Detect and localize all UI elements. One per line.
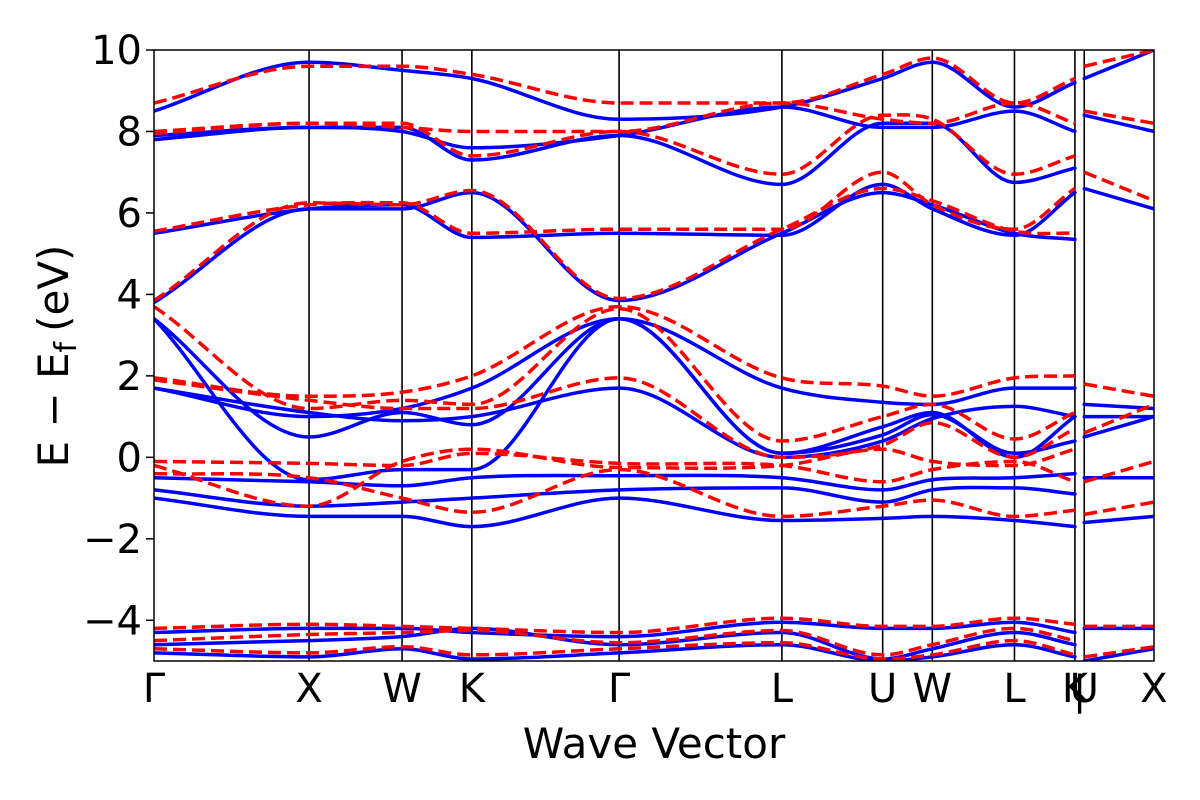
dashed-band-line [1083, 459, 1154, 484]
x-tick-label: L [1003, 666, 1026, 712]
dashed-band-line [1083, 645, 1154, 659]
x-tick-label: K [459, 666, 487, 712]
y-tick-label: −4 [83, 598, 142, 644]
y-axis-ticks: −4 −2 0 2 4 6 8 10 [83, 28, 154, 644]
dashed-band-line [1083, 500, 1154, 517]
solid-band-line [154, 60, 1077, 121]
solid-band-line [1082, 113, 1154, 134]
y-axis-label: E − Ef (eV) [29, 245, 84, 468]
solid-band-line [154, 182, 1077, 240]
path-break-marker: | [1073, 668, 1086, 714]
x-tick-label: X [295, 666, 322, 712]
y-tick-label: 0 [117, 435, 142, 481]
x-tick-label: L [771, 666, 794, 712]
solid-band-line [1082, 50, 1154, 81]
dashed-band-line [154, 304, 1075, 398]
solid-band-line [1082, 186, 1154, 211]
y-tick-label: 2 [117, 354, 142, 400]
x-axis-label: Wave Vector [523, 719, 786, 768]
dashed-band-line [154, 113, 1076, 176]
dashed-band-line [154, 305, 1076, 443]
y-tick-label: 10 [91, 28, 142, 74]
x-tick-label: K [1062, 666, 1090, 712]
solid-band-line [154, 485, 1077, 508]
solid-band-line [1082, 647, 1154, 661]
dashed-band-line [154, 447, 1076, 508]
dashed-band-line [1083, 382, 1154, 398]
y-tick-label: 4 [117, 272, 142, 318]
solid-band-line [154, 620, 1077, 639]
x-tick-label: Γ [143, 666, 166, 712]
dashed-band-line [154, 616, 1076, 635]
x-tick-label: U [868, 666, 897, 712]
x-tick-label: Γ [608, 666, 631, 712]
dashed-band-line [154, 376, 1076, 460]
y-tick-label: 8 [117, 109, 142, 155]
dashed-band-line [154, 101, 1076, 134]
x-tick-label: U [1070, 666, 1099, 712]
x-tick-label: W [913, 666, 953, 712]
y-axis-label-unit: (eV) [29, 245, 78, 332]
y-axis-label-subscript: f [49, 340, 84, 352]
x-axis-ticks: Γ X W K Γ L U W L KU X [143, 666, 1168, 712]
solid-band-line [1082, 414, 1154, 439]
dashed-band-line [154, 170, 1076, 236]
high-symmetry-lines [308, 50, 1086, 661]
solid-band-line [154, 642, 1077, 661]
dashed-band-line [1083, 402, 1154, 435]
dashed-band-line [1083, 170, 1154, 203]
band-lines [154, 50, 1154, 661]
solid-band-line [154, 626, 1077, 661]
dashed-band-line [154, 626, 1076, 657]
y-axis-label-main: E − E [29, 352, 78, 467]
y-tick-label: −2 [83, 517, 142, 563]
dashed-band-line [154, 638, 1076, 661]
dashed-band-line [154, 467, 1076, 519]
x-tick-label: W [382, 666, 422, 712]
solid-band-line [154, 317, 1077, 460]
dashed-band-line [154, 56, 1076, 105]
y-tick-label: 6 [117, 191, 142, 237]
solid-band-line [1082, 514, 1154, 525]
x-tick-label: X [1140, 666, 1167, 712]
solid-band-line [154, 496, 1077, 529]
dashed-band-line [1083, 109, 1154, 126]
dashed-band-line [1083, 50, 1154, 68]
solid-band-line [154, 386, 1077, 460]
plot-frame [153, 49, 1155, 662]
